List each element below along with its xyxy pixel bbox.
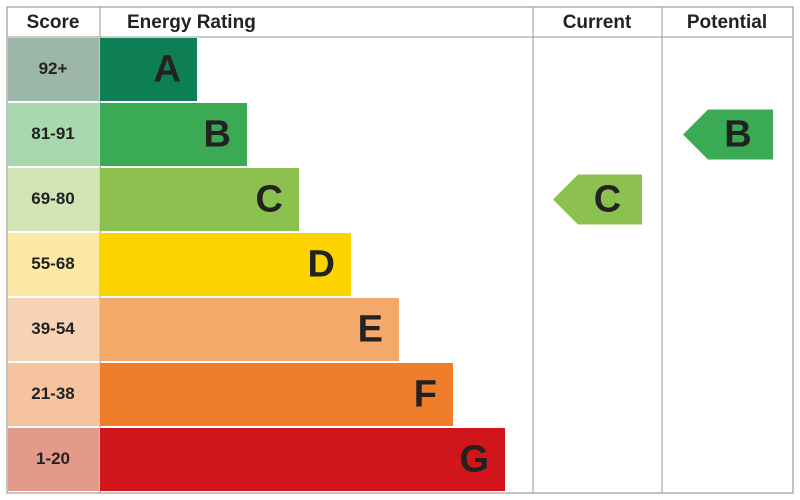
score-cell	[8, 233, 99, 296]
score-label: 1-20	[36, 449, 70, 468]
score-label: 81-91	[31, 124, 74, 143]
rating-letter: C	[256, 179, 283, 221]
header-current: Current	[563, 12, 632, 33]
score-label: 55-68	[31, 254, 74, 273]
rating-bar	[100, 298, 399, 361]
rating-bar	[100, 168, 299, 231]
rating-letter: E	[358, 309, 383, 351]
rating-letter: A	[154, 49, 181, 91]
score-cell	[8, 298, 99, 361]
rating-letter: G	[459, 439, 489, 481]
score-cell	[8, 168, 99, 231]
rating-bar	[100, 428, 505, 491]
rating-bar	[100, 38, 197, 101]
score-cell	[8, 363, 99, 426]
rating-letter: D	[308, 244, 335, 286]
current-arrow	[553, 174, 642, 225]
rating-letter: F	[414, 374, 437, 416]
header-score: Score	[27, 12, 80, 33]
score-label: 21-38	[31, 384, 74, 403]
header-rating: Energy Rating	[127, 12, 256, 33]
score-label: 69-80	[31, 189, 74, 208]
rating-bar	[100, 363, 453, 426]
score-cell	[8, 428, 99, 491]
score-cell	[8, 38, 99, 101]
header-potential: Potential	[687, 12, 767, 33]
rating-bar	[100, 103, 247, 166]
potential-arrow	[683, 109, 773, 160]
frame	[6, 6, 794, 494]
current-rating: C	[594, 179, 621, 221]
score-cell	[8, 103, 99, 166]
score-label: 92+	[39, 59, 68, 78]
potential-rating: B	[724, 114, 751, 156]
rating-letter: B	[204, 114, 231, 156]
rating-bar	[100, 233, 351, 296]
score-label: 39-54	[31, 319, 75, 338]
